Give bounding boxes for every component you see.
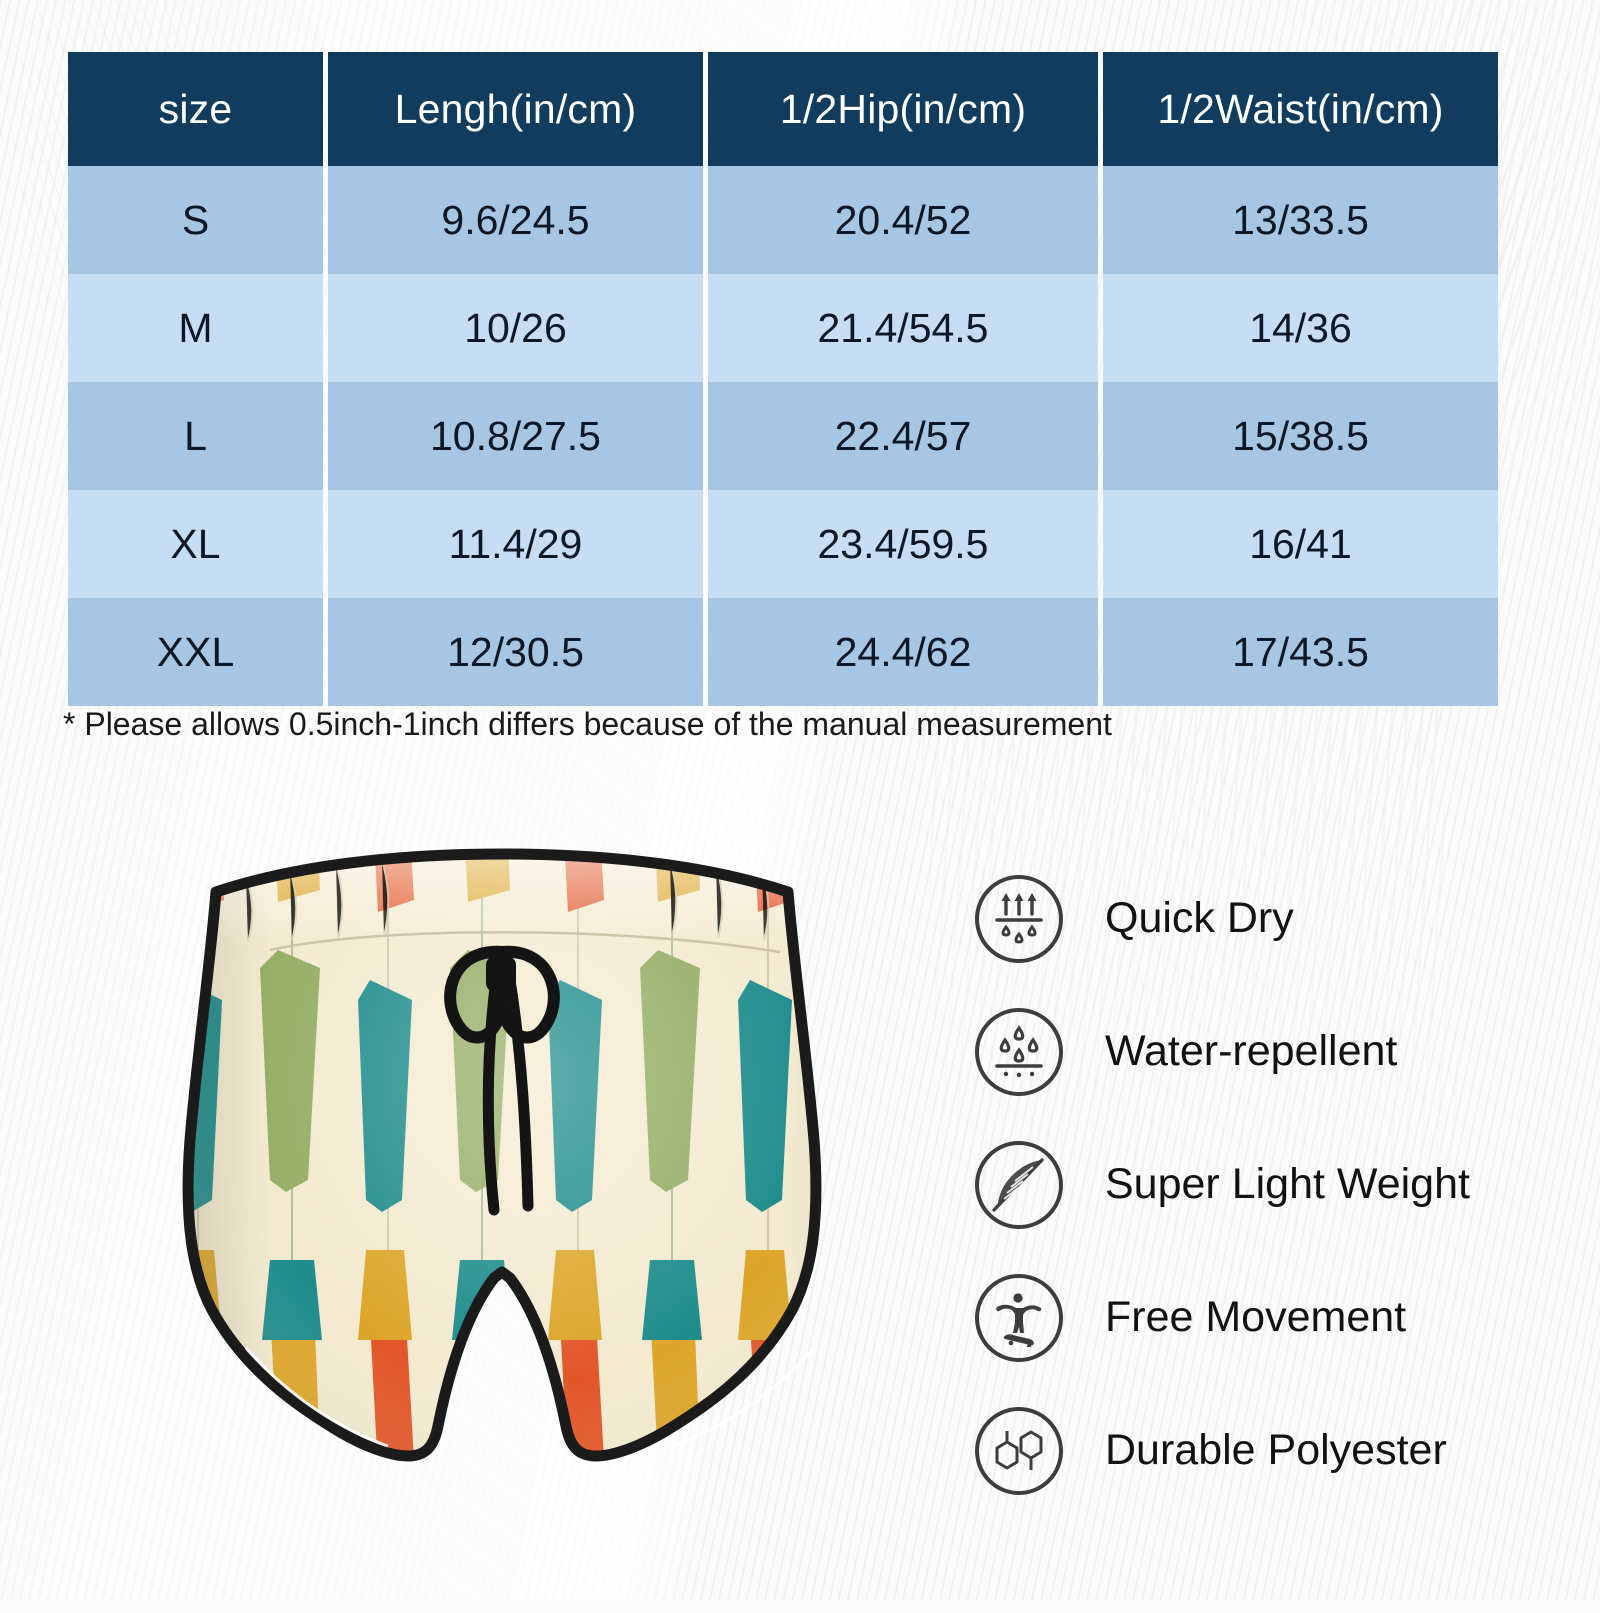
feature-item-free-movement: Free Movement: [975, 1251, 1575, 1384]
table-row: XL 11.4/29 23.4/59.5 16/41: [68, 490, 1498, 598]
cell-half-hip: 21.4/54.5: [708, 274, 1098, 382]
hem-highlight: [244, 1347, 816, 1448]
feature-label: Super Light Weight: [1105, 1160, 1470, 1208]
cell-length: 10/26: [328, 274, 703, 382]
cell-half-hip: 22.4/57: [708, 382, 1098, 490]
cell-size: M: [68, 274, 323, 382]
cell-half-waist: 17/43.5: [1103, 598, 1498, 706]
product-feature-list: Quick Dry Water-repellent: [975, 852, 1575, 1517]
table-row: L 10.8/27.5 22.4/57 15/38.5: [68, 382, 1498, 490]
feature-label: Free Movement: [1105, 1293, 1407, 1341]
cell-half-waist: 16/41: [1103, 490, 1498, 598]
cell-size: L: [68, 382, 323, 490]
cell-size: S: [68, 166, 323, 274]
cell-half-waist: 14/36: [1103, 274, 1498, 382]
feature-item-quick-dry: Quick Dry: [975, 852, 1575, 985]
drawstring-bow: [444, 945, 560, 1216]
column-header-half-hip: 1/2Hip(in/cm): [708, 52, 1098, 166]
feature-item-super-light-weight: Super Light Weight: [975, 1118, 1575, 1251]
table-header-row: size Lengh(in/cm) 1/2Hip(in/cm) 1/2Waist…: [68, 52, 1498, 166]
cell-length: 10.8/27.5: [328, 382, 703, 490]
cell-length: 12/30.5: [328, 598, 703, 706]
feature-label: Water-repellent: [1105, 1027, 1398, 1075]
product-image-shorts: [150, 780, 910, 1570]
cell-length: 9.6/24.5: [328, 166, 703, 274]
cell-length: 11.4/29: [328, 490, 703, 598]
cell-size: XL: [68, 490, 323, 598]
feather-icon: [975, 1140, 1063, 1229]
feature-item-water-repellent: Water-repellent: [975, 985, 1575, 1118]
table-row: M 10/26 21.4/54.5 14/36: [68, 274, 1498, 382]
feature-label: Durable Polyester: [1105, 1426, 1447, 1474]
column-header-size: size: [68, 52, 323, 166]
shorts-illustration: [150, 780, 910, 1570]
molecule-hexagon-icon: [975, 1406, 1063, 1495]
quick-dry-icon: [975, 874, 1063, 963]
cell-size: XXL: [68, 598, 323, 706]
cell-half-hip: 24.4/62: [708, 598, 1098, 706]
size-chart-table: size Lengh(in/cm) 1/2Hip(in/cm) 1/2Waist…: [63, 52, 1503, 706]
feature-item-durable-polyester: Durable Polyester: [975, 1384, 1575, 1517]
cell-half-hip: 23.4/59.5: [708, 490, 1098, 598]
table-row: XXL 12/30.5 24.4/62 17/43.5: [68, 598, 1498, 706]
cell-half-waist: 13/33.5: [1103, 166, 1498, 274]
measurement-disclaimer-note: * Please allows 0.5inch-1inch differs be…: [63, 706, 1112, 742]
table-row: S 9.6/24.5 20.4/52 13/33.5: [68, 166, 1498, 274]
water-repellent-icon: [975, 1007, 1063, 1096]
cell-half-hip: 20.4/52: [708, 166, 1098, 274]
feature-label: Quick Dry: [1105, 894, 1294, 942]
skateboarder-icon: [975, 1273, 1063, 1362]
column-header-half-waist: 1/2Waist(in/cm): [1103, 52, 1498, 166]
column-header-length: Lengh(in/cm): [328, 52, 703, 166]
cell-half-waist: 15/38.5: [1103, 382, 1498, 490]
